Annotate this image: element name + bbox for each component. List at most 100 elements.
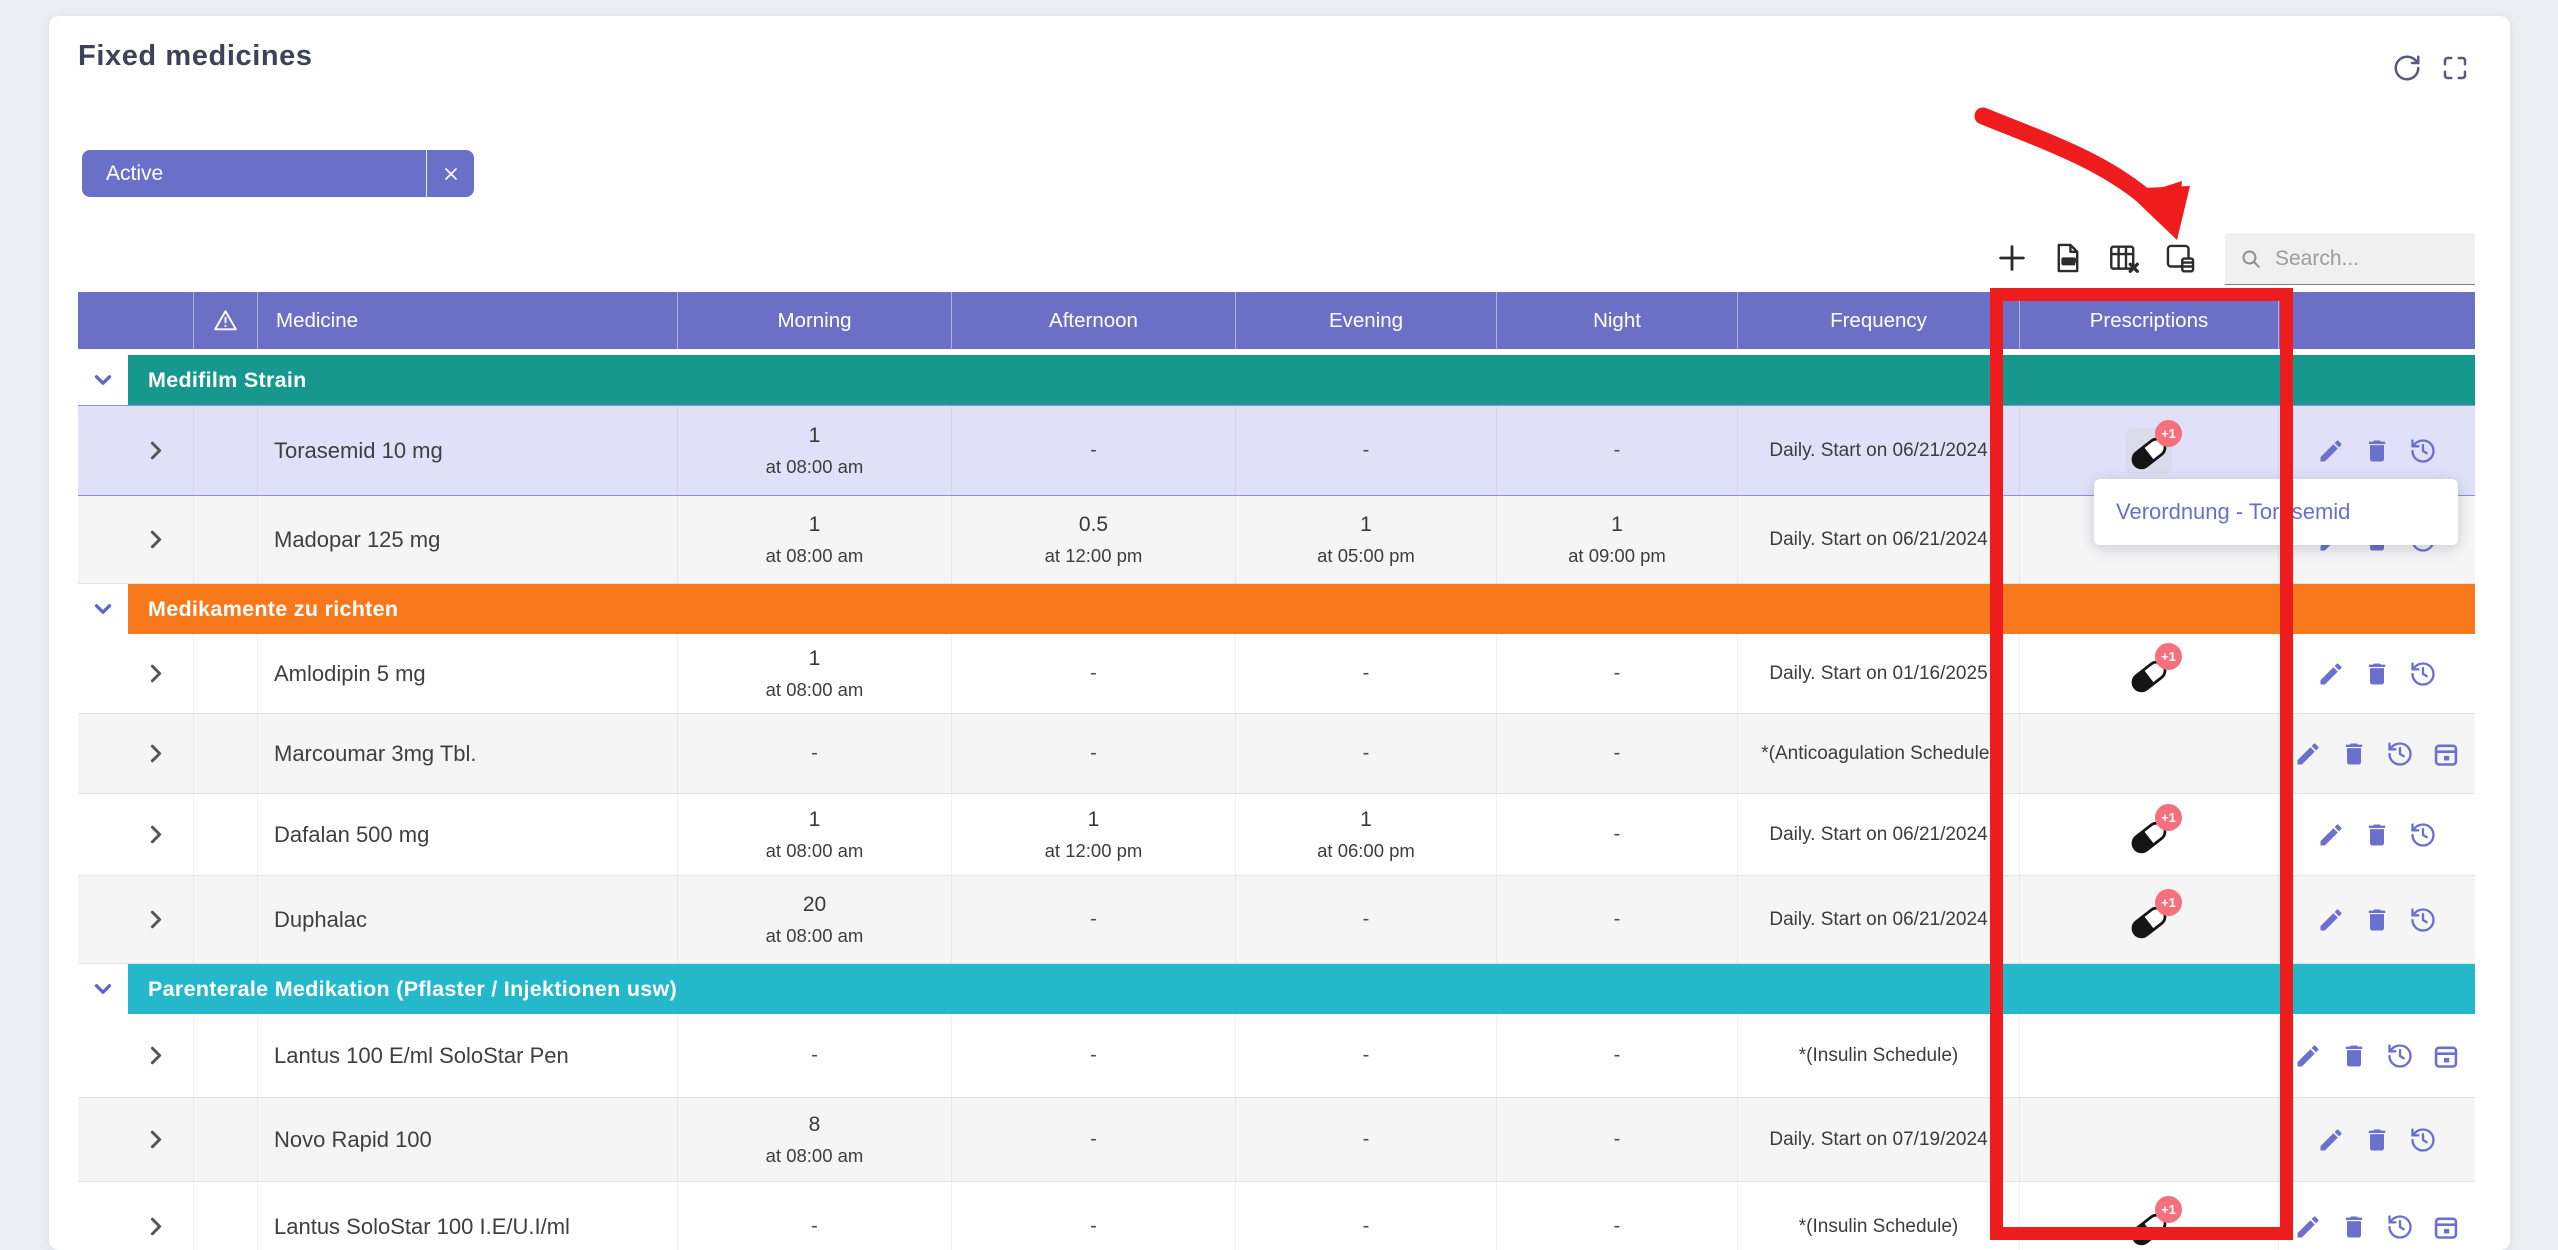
history-button[interactable] xyxy=(2385,1212,2415,1242)
delete-button[interactable] xyxy=(2362,820,2392,850)
calendar-button[interactable] xyxy=(2431,1041,2461,1071)
edit-button[interactable] xyxy=(2293,739,2323,769)
medicine-row[interactable]: Torasemid 10 mg 1 at 08:00 am - - - Daily. Sta… xyxy=(78,405,2475,496)
delete-button[interactable] xyxy=(2339,1041,2369,1071)
expand-row-button[interactable] xyxy=(143,661,168,686)
group-collapse-button[interactable] xyxy=(78,964,128,1014)
expand-row-button[interactable] xyxy=(143,1214,168,1239)
filter-chip-close-button[interactable] xyxy=(426,150,474,197)
delete-button[interactable] xyxy=(2339,1212,2369,1242)
calendar-button[interactable] xyxy=(2431,739,2461,769)
column-header-night: Night xyxy=(1497,292,1738,349)
medicine-row[interactable]: Lantus SoloStar 100 I.E/U.I/ml - - - - *(Insu… xyxy=(78,1182,2475,1250)
column-header-warning xyxy=(194,292,258,349)
dose-time: at 08:00 am xyxy=(765,544,864,566)
expand-row-button[interactable] xyxy=(143,741,168,766)
medicine-row[interactable]: Marcoumar 3mg Tbl. - - - - *(Anticoagulation … xyxy=(78,714,2475,794)
expand-row-button[interactable] xyxy=(143,822,168,847)
dose-afternoon: - xyxy=(952,876,1236,963)
expand-row-button[interactable] xyxy=(143,527,168,552)
frequency-cell: Daily. Start on 06/21/2024 xyxy=(1738,406,2020,495)
add-button[interactable] xyxy=(1991,237,2033,279)
prescription-link[interactable]: Verordnung - Torasemid xyxy=(2116,499,2351,524)
edit-button[interactable] xyxy=(2316,820,2346,850)
delete-button[interactable] xyxy=(2362,436,2392,466)
filter-chip-active[interactable]: Active xyxy=(82,150,474,197)
edit-button[interactable] xyxy=(2293,1212,2323,1242)
panel-actions xyxy=(2392,53,2470,83)
edit-button[interactable] xyxy=(2316,659,2346,689)
dose-time: at 08:00 am xyxy=(765,839,864,861)
dose-value-group: 1 at 12:00 pm xyxy=(1045,808,1143,862)
table-header-row: Medicine Morning Afternoon Evening Night Freq… xyxy=(78,292,2475,349)
dose-value-group: 1 at 08:00 am xyxy=(766,424,864,478)
history-icon xyxy=(2409,660,2437,688)
delete-button[interactable] xyxy=(2362,659,2392,689)
dose-time: at 12:00 pm xyxy=(1044,544,1143,566)
edit-button[interactable] xyxy=(2316,436,2346,466)
prescription-pill-button[interactable]: +1 xyxy=(2126,803,2182,858)
group-label: Parenterale Medikation (Pflaster / Injek… xyxy=(128,964,2475,1014)
delete-button[interactable] xyxy=(2362,905,2392,935)
dose-afternoon: - xyxy=(952,634,1236,713)
medicine-row[interactable]: Duphalac 20 at 08:00 am - - - Daily. Start on … xyxy=(78,876,2475,964)
prescriptions-cell: +1 xyxy=(2020,794,2279,875)
prescription-pill-button[interactable]: +1 xyxy=(2126,642,2182,697)
group-collapse-button[interactable] xyxy=(78,355,128,405)
medicine-row[interactable]: Novo Rapid 100 8 at 08:00 am - - - Daily. Star… xyxy=(78,1098,2475,1182)
edit-button[interactable] xyxy=(2316,905,2346,935)
edit-button[interactable] xyxy=(2293,1041,2323,1071)
trash-icon xyxy=(2340,740,2368,768)
dose-night: - xyxy=(1497,1182,1738,1250)
expand-row-button[interactable] xyxy=(143,1043,168,1068)
group-row: Medikamente zu richten xyxy=(78,584,2475,634)
medicine-row[interactable]: Lantus 100 E/ml SoloStar Pen - - - - *(Insuli… xyxy=(78,1014,2475,1098)
history-button[interactable] xyxy=(2385,739,2415,769)
group-row: Parenterale Medikation (Pflaster / Injek… xyxy=(78,964,2475,1014)
calendar-button[interactable] xyxy=(2431,1212,2461,1242)
group-collapse-button[interactable] xyxy=(78,584,128,634)
export-pdf-button[interactable]: PDF xyxy=(2047,237,2089,279)
medicine-row[interactable]: Madopar 125 mg 1 at 08:00 am 0.5 at 12:00 pm… xyxy=(78,496,2475,584)
warning-cell xyxy=(194,634,258,713)
prescription-pill-button[interactable]: +1 xyxy=(2126,419,2182,474)
warning-cell xyxy=(194,714,258,793)
dose-value-group: 8 at 08:00 am xyxy=(766,1113,864,1167)
expand-row-button[interactable] xyxy=(143,438,168,463)
history-button[interactable] xyxy=(2408,905,2438,935)
dose-time: at 05:00 pm xyxy=(1317,544,1415,566)
close-icon xyxy=(444,167,457,180)
medicine-row[interactable]: Amlodipin 5 mg 1 at 08:00 am - - - Daily. Star… xyxy=(78,634,2475,714)
trash-icon xyxy=(2340,1042,2368,1070)
prescription-card-button[interactable] xyxy=(2159,237,2201,279)
delete-button[interactable] xyxy=(2362,1125,2392,1155)
filter-chip-label: Active xyxy=(106,161,164,185)
search-input[interactable] xyxy=(2273,245,2475,272)
history-button[interactable] xyxy=(2408,436,2438,466)
prescription-pill-button[interactable]: +1 xyxy=(2126,1195,2182,1250)
prescription-pill-button[interactable]: +1 xyxy=(2126,888,2182,943)
history-button[interactable] xyxy=(2385,1041,2415,1071)
dose-afternoon: - xyxy=(952,1014,1236,1097)
expand-row-button[interactable] xyxy=(143,1127,168,1152)
history-icon xyxy=(2386,1213,2414,1241)
medicine-row[interactable]: Dafalan 500 mg 1 at 08:00 am 1 at 12:00 pm 1 a… xyxy=(78,794,2475,876)
pencil-icon xyxy=(2317,1126,2345,1154)
trash-icon xyxy=(2363,1126,2391,1154)
column-header-afternoon: Afternoon xyxy=(952,292,1236,349)
edit-button[interactable] xyxy=(2316,1125,2346,1155)
frequency-cell: *(Insulin Schedule) xyxy=(1738,1014,2020,1097)
frequency-text: Daily. Start on 07/19/2024 xyxy=(1769,1128,1988,1150)
expand-row-button[interactable] xyxy=(143,907,168,932)
pencil-icon xyxy=(2317,660,2345,688)
history-button[interactable] xyxy=(2408,659,2438,689)
refresh-button[interactable] xyxy=(2392,53,2422,83)
dose-empty: - xyxy=(1362,742,1370,764)
history-button[interactable] xyxy=(2408,820,2438,850)
history-button[interactable] xyxy=(2408,1125,2438,1155)
fullscreen-button[interactable] xyxy=(2440,53,2470,83)
dose-amount: 1 xyxy=(1360,512,1372,536)
trash-icon xyxy=(2340,1213,2368,1241)
export-table-button[interactable] xyxy=(2103,237,2145,279)
delete-button[interactable] xyxy=(2339,739,2369,769)
